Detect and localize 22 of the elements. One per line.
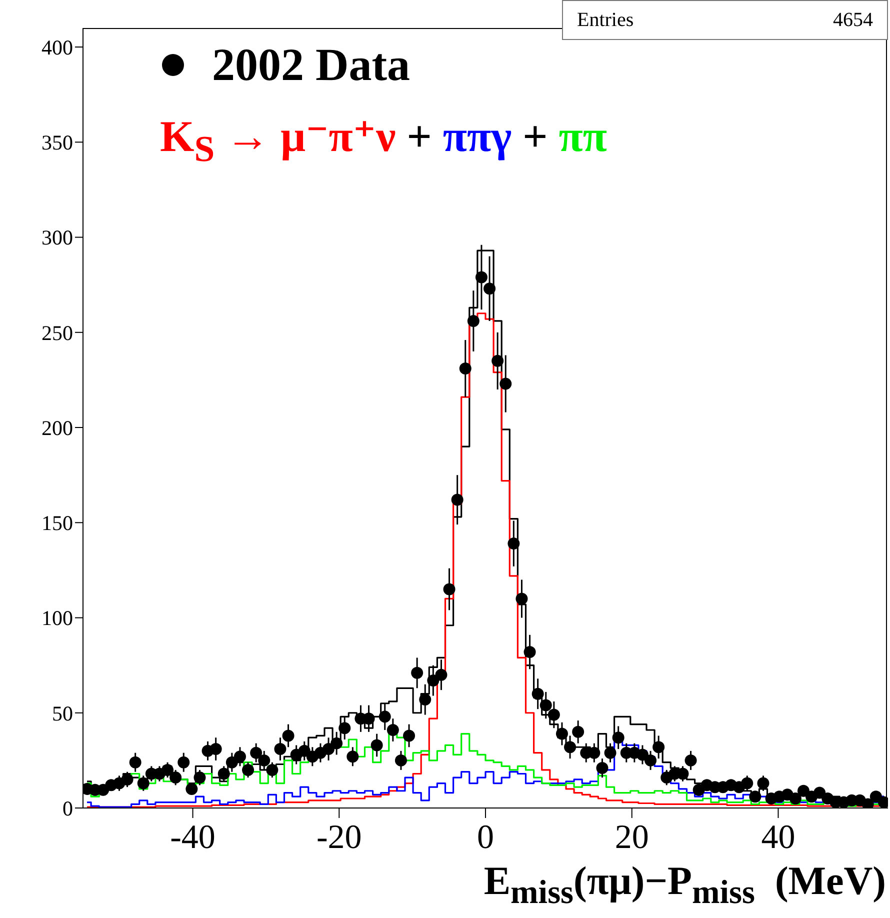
x-tick-label: -40 [170, 819, 216, 856]
y-tick-label: 50 [52, 701, 73, 726]
y-tick-label: 250 [42, 320, 73, 345]
text: ππγ [442, 112, 512, 161]
y-tick-label: 150 [42, 511, 73, 536]
y-tick-label: 200 [42, 416, 73, 440]
annotation: + [406, 112, 432, 161]
text: K$_{S}$ → μ⁻π⁺ν [160, 112, 396, 168]
x-axis-title: E$_{miss}$(πμ)−P$_{miss}$ (MeV) [484, 858, 886, 911]
y-tick-label: 0 [62, 796, 73, 820]
annotation: + [522, 112, 548, 161]
text: Entries 4654 [577, 8, 873, 30]
y-tick-label: 350 [42, 130, 73, 155]
text: ππ [558, 112, 607, 161]
x-tick-label: 0 [477, 819, 494, 856]
y-tick-label: 400 [42, 35, 73, 60]
x-tick-label: 40 [761, 819, 796, 856]
x-tick-label: -20 [316, 819, 362, 856]
y-tick-label: 300 [42, 226, 73, 250]
legend-label: 2002 Data [212, 39, 410, 91]
x-tick-label: 20 [614, 819, 649, 856]
y-tick-label: 100 [42, 606, 73, 630]
